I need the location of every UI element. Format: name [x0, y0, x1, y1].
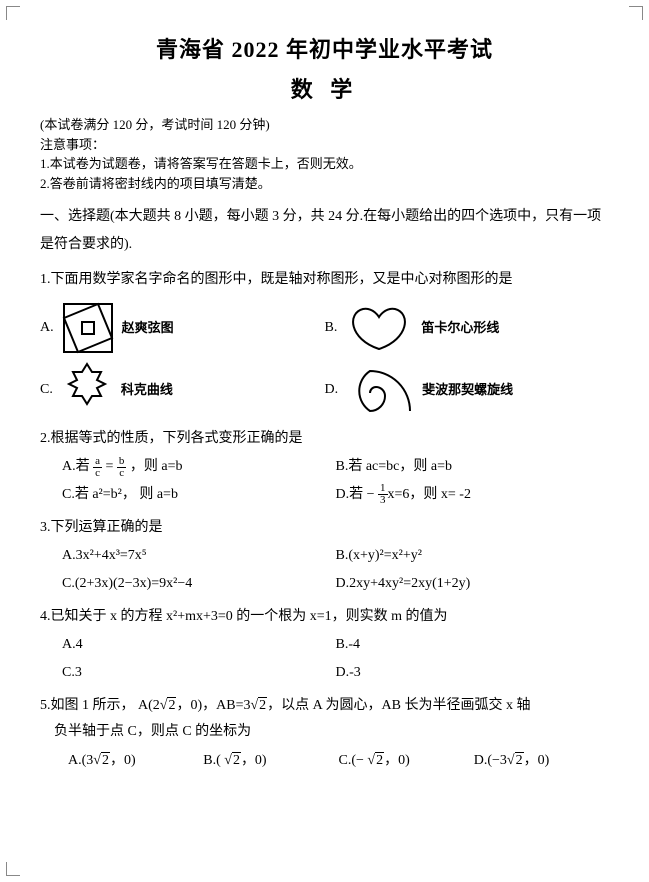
notice-heading: 注意事项： — [40, 135, 609, 155]
q2-opt-c: C.若 a²=b²， 则 a=b — [62, 482, 336, 507]
q1-caption-d: 斐波那契螺旋线 — [422, 378, 513, 401]
q4-opts-row2: C.3 D.-3 — [62, 660, 609, 685]
q1-figrow-1: A. 赵爽弦图 B. 笛卡尔心形线 — [40, 300, 609, 356]
q3-opt-a: A.3x²+4x³=7x⁵ — [62, 543, 336, 568]
q1-label-c: C. — [40, 377, 53, 402]
q1-figrow-2: C. 科克曲线 D. 斐波那契螺旋线 — [40, 362, 609, 418]
q4-opt-d: D.-3 — [336, 660, 610, 685]
q3-opt-b: B.(x+y)²=x²+y² — [336, 543, 610, 568]
q1-caption-a: 赵爽弦图 — [122, 316, 174, 339]
section-1-heading: 一、选择题(本大题共 8 小题，每小题 3 分，共 24 分.在每小题给出的四个… — [40, 203, 609, 259]
q2-stem: 2.根据等式的性质，下列各式变形正确的是 — [40, 426, 609, 453]
q1-label-d: D. — [325, 377, 339, 402]
q3-stem: 3.下列运算正确的是 — [40, 515, 609, 542]
q5-opt-d: D.(−3√2，0) — [474, 748, 609, 773]
q1-label-b: B. — [325, 315, 338, 340]
q2-opt-d: D.若 − 13x=6，则 x= -2 — [336, 482, 610, 507]
cardioid-icon — [343, 303, 415, 353]
q5-stem: 5.如图 1 所示， A(2√2，0)，AB=3√2，以点 A 为圆心，AB 长… — [40, 693, 609, 720]
koch-snowflake-icon — [59, 362, 115, 418]
q2-opt-b: B.若 ac=bc，则 a=b — [336, 454, 610, 479]
q3-opt-d: D.2xy+4xy²=2xy(1+2y) — [336, 571, 610, 596]
score-time: (本试卷满分 120 分，考试时间 120 分钟) — [40, 115, 609, 135]
q4-stem: 4.已知关于 x 的方程 x²+mx+3=0 的一个根为 x=1，则实数 m 的… — [40, 604, 609, 631]
q4-opt-a: A.4 — [62, 632, 336, 657]
q3-opts-row2: C.(2+3x)(2−3x)=9x²−4 D.2xy+4xy²=2xy(1+2y… — [62, 571, 609, 596]
q2-opt-a: A.若 ac = bc ，则 a=b — [62, 454, 336, 479]
q4-opt-b: B.-4 — [336, 632, 610, 657]
q1-caption-c: 科克曲线 — [121, 378, 173, 401]
exam-title-line1: 青海省 2022 年初中学业水平考试 — [40, 30, 609, 70]
q2-opts-row2: C.若 a²=b²， 则 a=b D.若 − 13x=6，则 x= -2 — [62, 482, 609, 507]
exam-title-line2: 数 学 — [40, 70, 609, 110]
q1-caption-b: 笛卡尔心形线 — [421, 316, 499, 339]
q5-opt-b: B.( √2，0) — [203, 748, 338, 773]
q5-opt-c: C.(− √2，0) — [339, 748, 474, 773]
q1-stem: 1.下面用数学家名字命名的图形中，既是轴对称图形，又是中心对称图形的是 — [40, 267, 609, 294]
fibonacci-spiral-icon — [344, 365, 416, 415]
q3-opts-row1: A.3x²+4x³=7x⁵ B.(x+y)²=x²+y² — [62, 543, 609, 568]
notice-2: 2.答卷前请将密封线内的项目填写清楚。 — [40, 174, 609, 194]
notice-1: 1.本试卷为试题卷，请将答案写在答题卡上，否则无效。 — [40, 154, 609, 174]
q5-stem-line2: 负半轴于点 C，则点 C 的坐标为 — [54, 719, 609, 746]
q4-opts-row1: A.4 B.-4 — [62, 632, 609, 657]
q3-opt-c: C.(2+3x)(2−3x)=9x²−4 — [62, 571, 336, 596]
zhaoshuang-diagram-icon — [60, 300, 116, 356]
q5-opt-a: A.(3√2，0) — [68, 748, 203, 773]
q2-opts-row1: A.若 ac = bc ，则 a=b B.若 ac=bc，则 a=b — [62, 454, 609, 479]
q4-opt-c: C.3 — [62, 660, 336, 685]
q5-opts: A.(3√2，0) B.( √2，0) C.(− √2，0) D.(−3√2，0… — [68, 748, 609, 773]
q1-label-a: A. — [40, 315, 54, 340]
